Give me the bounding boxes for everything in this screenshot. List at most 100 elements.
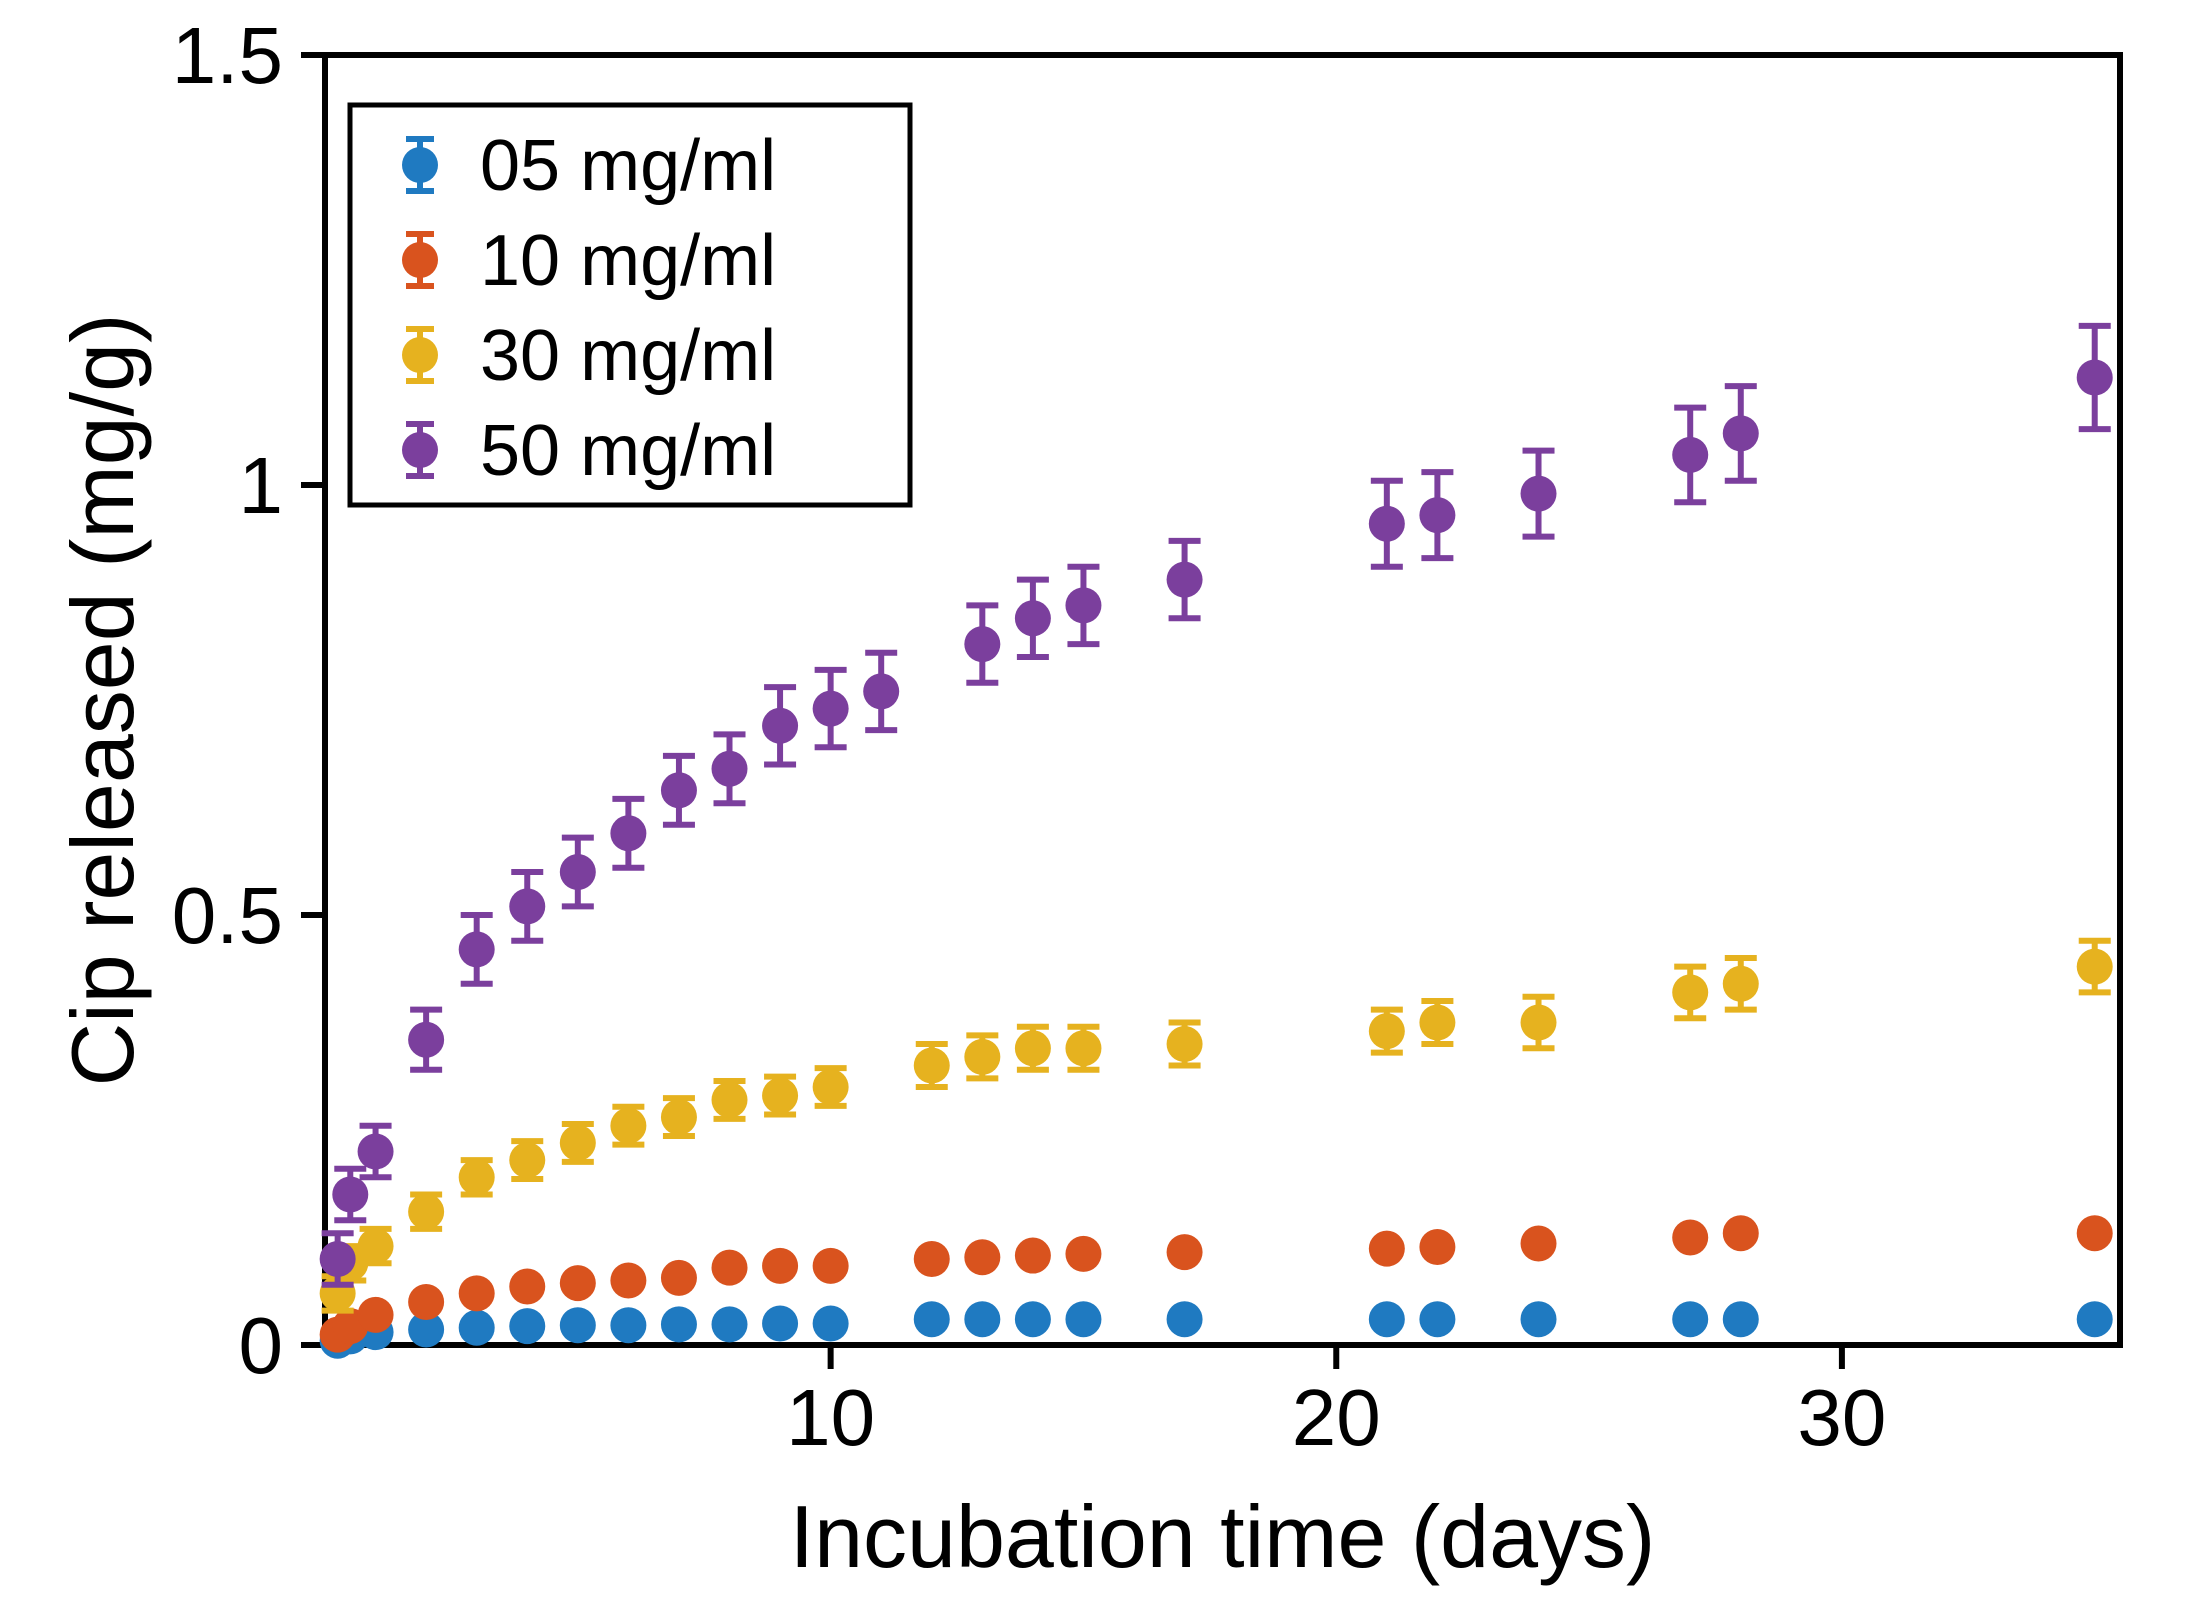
y-axis-title: Cip released (mg/g) xyxy=(53,314,152,1087)
x-tick-label: 20 xyxy=(1292,1373,1381,1462)
data-marker xyxy=(509,1269,545,1305)
data-marker xyxy=(863,673,899,709)
data-marker xyxy=(459,1275,495,1311)
data-marker xyxy=(408,1194,444,1230)
legend-marker-icon xyxy=(402,432,438,468)
data-marker xyxy=(914,1301,950,1337)
data-marker xyxy=(1723,1215,1759,1251)
legend-label: 10 mg/ml xyxy=(480,221,776,301)
data-marker xyxy=(358,1134,394,1170)
data-marker xyxy=(1521,1226,1557,1262)
data-marker xyxy=(1521,1301,1557,1337)
data-marker xyxy=(610,1108,646,1144)
data-marker xyxy=(964,1239,1000,1275)
data-marker xyxy=(813,1248,849,1284)
data-marker xyxy=(712,1250,748,1286)
cip-release-chart: 10 20 30 0 0.5 1 1.5 Incubation time (days) Cip … xyxy=(0,0,2198,1623)
legend-marker-icon xyxy=(402,242,438,278)
data-marker xyxy=(813,1306,849,1342)
data-marker xyxy=(1369,1013,1405,1049)
y-tick-label: 0 xyxy=(239,1301,284,1390)
data-marker xyxy=(1167,1301,1203,1337)
x-tick-label: 10 xyxy=(786,1373,875,1462)
data-marker xyxy=(408,1022,444,1058)
data-marker xyxy=(509,1308,545,1344)
data-marker xyxy=(1419,1301,1455,1337)
data-marker xyxy=(712,1306,748,1342)
data-marker xyxy=(661,772,697,808)
data-marker xyxy=(712,1082,748,1118)
data-marker xyxy=(509,1142,545,1178)
data-marker xyxy=(358,1228,394,1264)
legend-label: 30 mg/ml xyxy=(480,316,776,396)
data-marker xyxy=(1369,506,1405,542)
data-marker xyxy=(408,1284,444,1320)
data-marker xyxy=(459,1159,495,1195)
data-marker xyxy=(964,626,1000,662)
legend-marker-icon xyxy=(402,337,438,373)
data-marker xyxy=(762,1306,798,1342)
data-marker xyxy=(1065,1236,1101,1272)
data-marker xyxy=(712,751,748,787)
data-marker xyxy=(1672,437,1708,473)
data-marker xyxy=(1167,562,1203,598)
data-marker xyxy=(1065,1030,1101,1066)
data-marker xyxy=(509,888,545,924)
data-marker xyxy=(2077,1301,2113,1337)
data-marker xyxy=(661,1260,697,1296)
data-marker xyxy=(1672,974,1708,1010)
data-marker xyxy=(560,1125,596,1161)
data-marker xyxy=(1723,966,1759,1002)
data-marker xyxy=(914,1048,950,1084)
data-marker xyxy=(1521,1005,1557,1041)
chart-container: 10 20 30 0 0.5 1 1.5 Incubation time (days) Cip … xyxy=(0,0,2198,1623)
data-marker xyxy=(1167,1234,1203,1270)
x-tick-label: 30 xyxy=(1797,1373,1886,1462)
data-marker xyxy=(813,691,849,727)
y-tick-label: 0.5 xyxy=(172,871,283,960)
data-marker xyxy=(1015,1301,1051,1337)
data-marker xyxy=(2077,360,2113,396)
data-marker xyxy=(2077,949,2113,985)
data-marker xyxy=(358,1297,394,1333)
data-marker xyxy=(610,1307,646,1343)
data-marker xyxy=(964,1301,1000,1337)
data-marker xyxy=(560,854,596,890)
series-s30 xyxy=(320,941,2113,1312)
data-marker xyxy=(1015,1030,1051,1066)
data-marker xyxy=(560,1265,596,1301)
data-marker xyxy=(2077,1215,2113,1251)
data-marker xyxy=(1672,1301,1708,1337)
data-marker xyxy=(610,815,646,851)
data-marker xyxy=(964,1039,1000,1075)
data-marker xyxy=(320,1241,356,1277)
data-marker xyxy=(1065,587,1101,623)
data-marker xyxy=(661,1099,697,1135)
data-marker xyxy=(1723,415,1759,451)
y-tick-label: 1 xyxy=(239,441,284,530)
data-marker xyxy=(1672,1220,1708,1256)
data-marker xyxy=(1521,476,1557,512)
legend-label: 50 mg/ml xyxy=(480,411,776,491)
data-marker xyxy=(1419,497,1455,533)
data-marker xyxy=(1167,1026,1203,1062)
data-marker xyxy=(1015,600,1051,636)
data-marker xyxy=(1369,1231,1405,1267)
data-marker xyxy=(610,1263,646,1299)
data-marker xyxy=(1419,1229,1455,1265)
data-marker xyxy=(914,1241,950,1277)
data-marker xyxy=(1369,1301,1405,1337)
data-marker xyxy=(560,1307,596,1343)
data-marker xyxy=(813,1069,849,1105)
data-marker xyxy=(661,1306,697,1342)
data-marker xyxy=(459,931,495,967)
data-marker xyxy=(332,1177,368,1213)
y-tick-label: 1.5 xyxy=(172,11,283,100)
legend-marker-icon xyxy=(402,147,438,183)
data-marker xyxy=(1065,1301,1101,1337)
data-marker xyxy=(762,1248,798,1284)
x-axis-title: Incubation time (days) xyxy=(790,1487,1656,1586)
data-marker xyxy=(1419,1005,1455,1041)
data-marker xyxy=(762,708,798,744)
data-marker xyxy=(1723,1301,1759,1337)
